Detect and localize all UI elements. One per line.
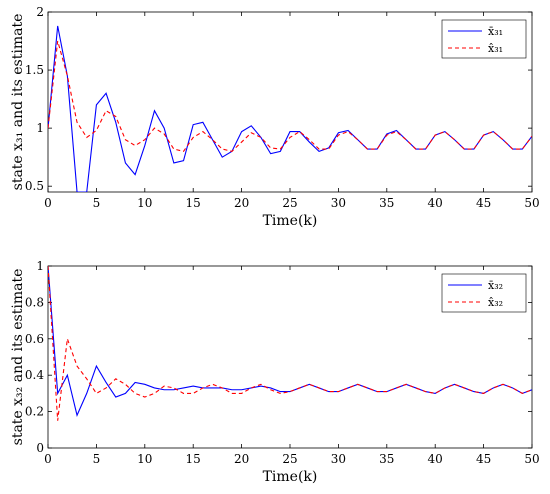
legend-box: [441, 273, 527, 313]
x-axis-label: Time(k): [263, 469, 318, 485]
x-tick-label: 35: [379, 196, 394, 210]
legend-box: [441, 19, 527, 59]
legend: x̄₃₁ x̂₃₁: [441, 19, 527, 59]
y-tick-label: 0.2: [25, 405, 44, 419]
x-tick-label: 50: [524, 196, 539, 210]
y-tick-label: 1: [36, 121, 44, 135]
legend-label-1: x̄₃₁: [488, 25, 503, 38]
legend-label-1: x̄₃₂: [488, 279, 503, 292]
x-tick-label: 35: [379, 452, 394, 466]
x-tick-label: 20: [234, 196, 249, 210]
legend: x̄₃₂ x̂₃₂: [441, 273, 527, 313]
y-axis-label: state x₃₂ and its estimate: [10, 269, 26, 446]
chart-2: 0 5 10 15 20 25 30 35 40 45 50 0 0.2 0.4 0.6 0.8 1 Time(k…: [10, 259, 540, 485]
y-tick-label: 0: [36, 441, 44, 455]
x-tick-label: 5: [93, 452, 101, 466]
y-tick-label: 0.8: [25, 295, 44, 309]
y-axis-label: state x₃₁ and its estimate: [10, 14, 26, 191]
y-tick-label: 1: [36, 259, 44, 273]
chart-1: 0 5 10 15 20 25 30 35 40 45 50 0.5 1 1.5 2 Time(k) state…: [10, 5, 540, 229]
x-tick-label: 30: [331, 452, 346, 466]
x-tick-label: 0: [44, 452, 52, 466]
x-tick-label: 25: [282, 452, 297, 466]
legend-label-2: x̂₃₂: [488, 296, 503, 309]
x-tick-label: 10: [137, 452, 152, 466]
x-tick-label: 10: [137, 196, 152, 210]
x-tick-label: 15: [186, 196, 201, 210]
x-tick-label: 0: [44, 196, 52, 210]
x-tick-label: 20: [234, 452, 249, 466]
y-tick-label: 0.4: [25, 368, 44, 382]
legend-label-2: x̂₃₁: [488, 42, 503, 55]
y-tick-label: 2: [36, 5, 44, 19]
series-line-2: [48, 266, 532, 421]
x-tick-label: 45: [476, 452, 491, 466]
x-tick-label: 5: [93, 196, 101, 210]
x-tick-label: 40: [428, 452, 443, 466]
x-tick-label: 30: [331, 196, 346, 210]
x-tick-label: 40: [428, 196, 443, 210]
y-tick-label: 0.5: [25, 179, 44, 193]
y-tick-label: 0.6: [25, 332, 44, 346]
x-tick-label: 25: [282, 196, 297, 210]
y-tick-label: 1.5: [25, 63, 44, 77]
x-tick-label: 15: [186, 452, 201, 466]
x-axis-label: Time(k): [263, 213, 318, 229]
x-tick-label: 45: [476, 196, 491, 210]
x-tick-label: 50: [524, 452, 539, 466]
series-line-2: [48, 40, 532, 152]
